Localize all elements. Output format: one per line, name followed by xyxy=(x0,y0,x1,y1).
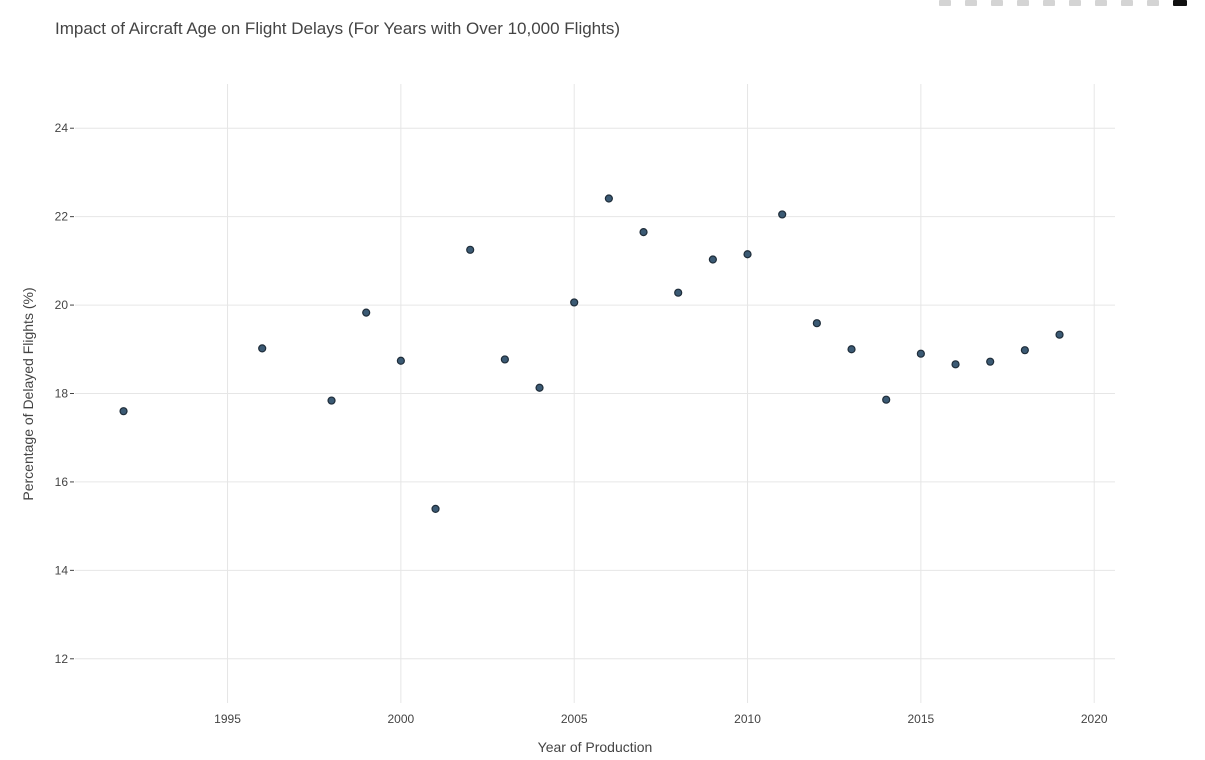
data-point[interactable] xyxy=(431,504,440,513)
reset-axes-icon[interactable] xyxy=(1147,0,1159,6)
data-point[interactable] xyxy=(743,250,752,259)
x-tick-label: 2020 xyxy=(1081,712,1108,726)
plotly-logo-icon[interactable] xyxy=(1173,0,1187,6)
camera-icon[interactable] xyxy=(939,0,951,6)
data-point[interactable] xyxy=(639,228,648,237)
y-tick-label: 12 xyxy=(55,652,69,666)
data-point[interactable] xyxy=(570,298,579,307)
x-tick-label: 2005 xyxy=(561,712,588,726)
x-tick-label: 2000 xyxy=(388,712,415,726)
data-point[interactable] xyxy=(847,345,856,354)
data-point[interactable] xyxy=(674,288,683,297)
data-point[interactable] xyxy=(119,407,128,416)
data-point[interactable] xyxy=(466,245,475,254)
data-point[interactable] xyxy=(535,383,544,392)
x-axis-title: Year of Production xyxy=(538,739,653,755)
data-point[interactable] xyxy=(812,319,821,328)
y-axis-title: Percentage of Delayed Flights (%) xyxy=(20,287,36,500)
data-point[interactable] xyxy=(604,194,613,203)
data-point[interactable] xyxy=(258,344,267,353)
pan-icon[interactable] xyxy=(991,0,1003,6)
data-point[interactable] xyxy=(986,357,995,366)
autoscale-icon[interactable] xyxy=(1121,0,1133,6)
y-tick-label: 22 xyxy=(55,210,69,224)
data-point[interactable] xyxy=(500,355,509,364)
chart-title: Impact of Aircraft Age on Flight Delays … xyxy=(55,19,620,38)
y-tick-label: 18 xyxy=(55,387,69,401)
lasso-select-icon[interactable] xyxy=(1017,0,1029,6)
zoom-in-icon[interactable] xyxy=(1069,0,1081,6)
x-tick-label: 1995 xyxy=(214,712,241,726)
data-point[interactable] xyxy=(882,395,891,404)
data-point[interactable] xyxy=(951,360,960,369)
data-point[interactable] xyxy=(1020,346,1029,355)
y-tick-label: 20 xyxy=(55,298,69,312)
data-points xyxy=(119,194,1064,513)
y-axis-ticks: 12 14 16 18 20 22 24 xyxy=(55,121,74,666)
data-point[interactable] xyxy=(916,349,925,358)
data-point[interactable] xyxy=(1055,330,1064,339)
x-axis-ticks: 1995 2000 2005 2010 2015 2020 xyxy=(214,712,1108,726)
grid-layer xyxy=(75,84,1115,703)
data-point[interactable] xyxy=(327,396,336,405)
zoom-icon[interactable] xyxy=(965,0,977,6)
x-tick-label: 2015 xyxy=(908,712,935,726)
box-select-icon[interactable] xyxy=(1043,0,1055,6)
y-tick-label: 16 xyxy=(55,475,69,489)
data-point[interactable] xyxy=(708,255,717,264)
x-tick-label: 2010 xyxy=(734,712,761,726)
zoom-out-icon[interactable] xyxy=(1095,0,1107,6)
data-point[interactable] xyxy=(396,356,405,365)
y-tick-label: 14 xyxy=(55,563,69,577)
data-point[interactable] xyxy=(362,308,371,317)
modebar xyxy=(939,0,1187,6)
y-tick-label: 24 xyxy=(55,121,69,135)
data-point[interactable] xyxy=(778,210,787,219)
